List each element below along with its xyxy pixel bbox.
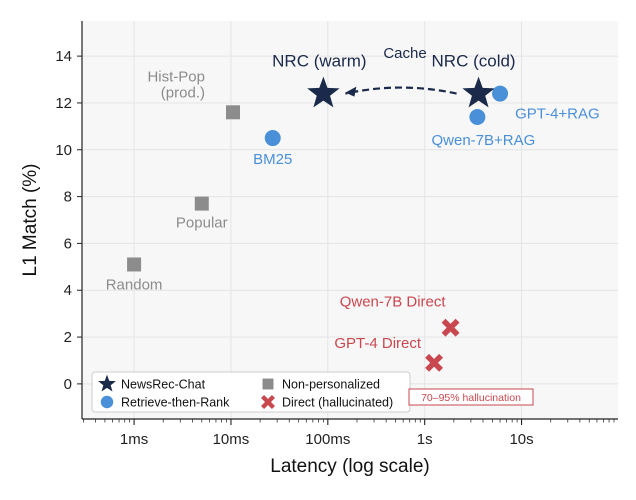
data-point-square [194,196,209,211]
point-label: NRC (warm) [272,52,366,71]
y-tick-label: 2 [64,329,72,346]
point-label: GPT-4+RAG [515,106,600,123]
data-point-circle [492,85,509,102]
legend-label: NewsRec-Chat [121,378,206,392]
y-tick-label: 14 [55,48,72,65]
y-tick-label: 12 [55,95,72,112]
legend: NewsRec-Chat Retrieve-then-Rank Non-person… [91,371,411,413]
data-points [127,76,509,372]
cache-label: Cache [383,45,426,62]
data-point-star [307,76,340,108]
y-tick-label: 8 [64,189,72,206]
point-label: Qwen-7B Direct [340,294,447,311]
grid-lines [82,21,618,419]
y-tick-label: 6 [64,235,72,252]
legend-marker-star [98,374,116,392]
legend-label: Non-personalized [282,378,380,392]
legend-marker-circle [100,395,114,409]
legend-marker-x [261,395,275,409]
x-tick-label: 100ms [305,431,350,448]
data-point-x [425,353,444,372]
x-ticks: 1ms 10ms 100ms 1s 10s [83,419,615,448]
y-tick-label: 0 [64,376,72,393]
data-point-x [441,318,460,337]
point-label: Popular [176,215,228,232]
data-point-square [127,257,142,272]
point-label: Random [106,276,163,293]
hallucination-note-text: 70–95% hallucination [421,392,521,404]
cache-arrow-line [345,86,457,95]
cache-arrow-head [345,86,357,97]
axes [81,21,618,420]
data-point-star [462,76,495,108]
hallucination-note: 70–95% hallucination [408,388,534,406]
legend-label: Retrieve-then-Rank [121,396,230,410]
point-label-line: (prod.) [161,84,205,101]
point-label: Qwen-7B+RAG [431,132,535,149]
x-axis-title: Latency (log scale) [270,456,429,477]
cache-arrow [345,86,457,97]
y-tick-label: 4 [64,282,72,299]
x-tick-label: 10s [509,431,533,448]
x-tick-label: 1s [417,431,433,448]
point-label: GPT-4 Direct [334,335,422,352]
legend-label: Direct (hallucinated) [282,396,393,410]
data-point-square [225,105,240,120]
y-ticks: 0 2 4 6 8 10 12 14 [55,48,82,393]
hallucination-note-box [408,388,534,406]
y-axis-title: L1 Match (%) [20,164,41,277]
data-point-circle [264,130,281,147]
x-tick-label: 1ms [120,431,148,448]
point-label: BM25 [253,151,292,168]
x-tick-label: 10ms [213,431,250,448]
y-tick-label: 10 [55,142,72,159]
point-label: Hist-Pop (prod.) [147,68,205,101]
legend-marker-square [262,378,274,390]
point-label-line: Hist-Pop [147,68,205,85]
point-labels: NRC (warm) NRC (cold) BM25 Qwen-7B+RAG GPT-4… [106,52,600,352]
data-point-circle [469,108,486,125]
point-label: NRC (cold) [432,52,516,71]
plot-background [82,21,618,419]
